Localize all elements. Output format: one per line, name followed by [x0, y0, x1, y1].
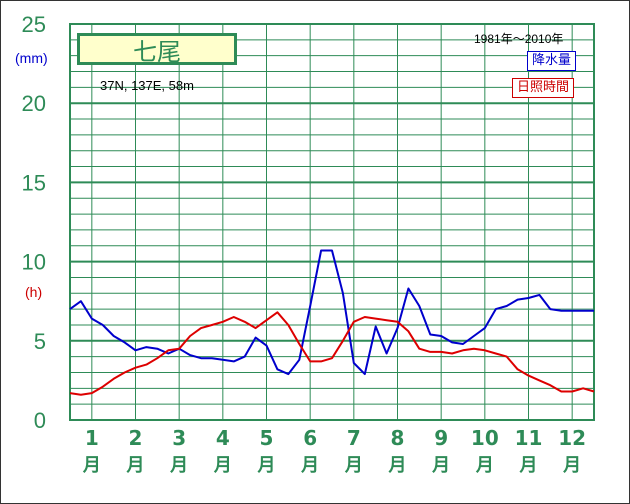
grid	[69, 23, 595, 421]
x-tick-month-unit: 月	[257, 455, 276, 476]
y-unit-precipitation: (mm)	[15, 50, 48, 66]
legend-sunshine: 日照時間	[512, 78, 575, 98]
x-tick-month-unit: 月	[169, 455, 188, 476]
x-tick-month-number: 7	[347, 426, 361, 450]
y-tick-label: 25	[22, 12, 46, 37]
y-tick-label: 15	[22, 170, 46, 195]
sunshine-line	[69, 311, 595, 396]
plot-area	[69, 23, 595, 421]
x-tick-month-unit: 月	[388, 455, 407, 476]
x-tick-month-number: 8	[391, 426, 405, 450]
x-tick-month-unit: 月	[519, 455, 538, 476]
y-tick-label: 20	[22, 91, 46, 116]
x-tick-month-number: 9	[434, 426, 448, 450]
x-tick-month-number: 6	[303, 426, 317, 450]
y-tick-labels: 0 5 10 15 20 25	[22, 12, 46, 433]
x-tick-month-number: 11	[515, 426, 543, 450]
y-tick-label: 0	[34, 408, 46, 433]
x-tick-month-number: 12	[558, 426, 586, 450]
period-label: 1981年～2010年	[474, 32, 564, 46]
location-label: 37N, 137E, 58m	[100, 78, 194, 93]
x-tick-month-unit: 月	[126, 455, 145, 476]
y-unit-sunshine: (h)	[25, 284, 43, 300]
y-tick-label: 5	[34, 329, 46, 354]
x-tick-month-number: 3	[172, 426, 186, 450]
legend-precipitation: 降水量	[527, 51, 577, 71]
precipitation-line	[69, 249, 594, 376]
x-tick-labels: 1 月 2 月 3 月 4 月 5 月 6 月 7 月 8 月 9 月 10 月 11 月 12 月	[82, 426, 586, 476]
x-tick-month-unit: 月	[475, 455, 494, 476]
x-tick-month-unit: 月	[82, 455, 101, 476]
series-lines	[69, 249, 595, 396]
x-tick-month-number: 5	[260, 426, 274, 450]
x-tick-month-unit: 月	[431, 455, 450, 476]
x-tick-month-unit: 月	[344, 455, 363, 476]
y-tick-label: 10	[22, 250, 46, 275]
chart-title: 七尾	[77, 33, 237, 66]
x-tick-month-number: 2	[129, 426, 143, 450]
x-tick-month-unit: 月	[300, 455, 319, 476]
x-tick-month-unit: 月	[562, 455, 581, 476]
x-tick-month-unit: 月	[213, 455, 232, 476]
x-tick-month-number: 10	[471, 426, 499, 450]
x-tick-month-number: 4	[216, 426, 230, 450]
x-tick-month-number: 1	[85, 426, 99, 450]
